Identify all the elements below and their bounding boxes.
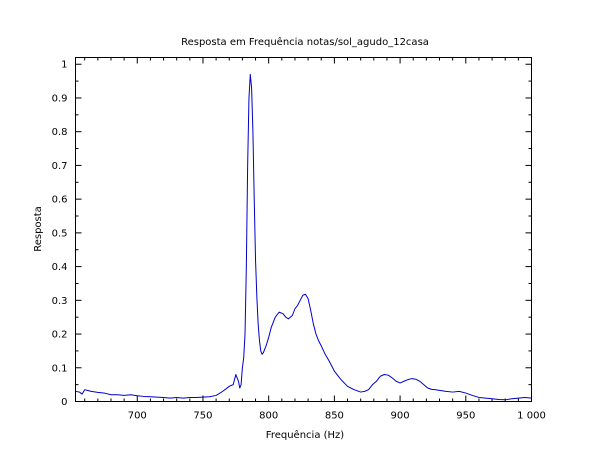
y-tick-label: 0.7 <box>52 161 68 172</box>
x-tick-label: 750 <box>193 411 212 422</box>
x-tick-label: 950 <box>456 411 475 422</box>
y-tick-label: 0.8 <box>52 127 68 138</box>
chart-title: Resposta em Frequência notas/sol_agudo_1… <box>181 36 429 48</box>
y-tick-label: 0.2 <box>52 330 68 341</box>
y-tick-label: 0.9 <box>52 93 68 104</box>
x-tick-label: 1 000 <box>517 411 546 422</box>
x-tick-label: 850 <box>325 411 344 422</box>
y-tick-label: 0.4 <box>52 262 68 273</box>
x-tick-label: 800 <box>259 411 278 422</box>
y-axis: 0 0.1 0.2 0.3 0.4 0.5 0.6 0.7 0.8 0.9 1 <box>52 60 532 408</box>
series-line <box>75 73 532 401</box>
plot-area: 700 750 800 850 900 950 1 000 0 0.1 0.2 0.3 0.4 0.5… <box>52 57 546 422</box>
y-tick-label: 0.3 <box>52 296 68 307</box>
x-axis-label: Frequência (Hz) <box>266 429 344 441</box>
y-tick-label: 0 <box>61 397 67 408</box>
x-axis: 700 750 800 850 900 950 1 000 <box>84 57 546 422</box>
y-tick-label: 0.6 <box>52 195 68 206</box>
y-tick-label: 0.5 <box>52 228 68 239</box>
y-tick-label: 0.1 <box>52 363 68 374</box>
y-axis-label: Resposta <box>33 206 44 252</box>
x-tick-label: 700 <box>128 411 147 422</box>
plot-frame <box>75 57 532 402</box>
x-tick-label: 900 <box>391 411 410 422</box>
y-tick-label: 1 <box>61 60 67 71</box>
